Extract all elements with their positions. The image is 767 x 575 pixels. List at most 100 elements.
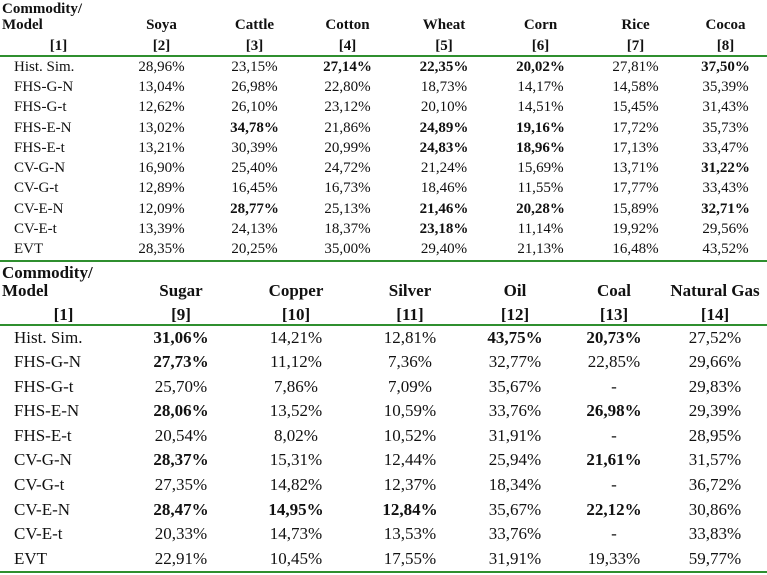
cell: 13,39% [138, 220, 185, 237]
table-2: Commodity/ Model Sugar Copper Silver Oil Coal… [0, 262, 767, 573]
header-row: Commodity/ Model Soya Cattle Cotton Wheat Cor… [0, 0, 767, 34]
row-label: CV-E-N [14, 499, 71, 519]
header-row: Commodity/ Model Sugar Copper Silver Oil Coal… [0, 262, 767, 300]
cell: 30,39% [231, 139, 278, 156]
cell: 23,12% [324, 99, 371, 116]
cell-text: 26,98% [586, 401, 642, 421]
column-header: Cocoa [705, 16, 746, 33]
cell: - [611, 474, 617, 494]
cell: 13,52% [269, 401, 323, 421]
cell: 25,70% [154, 376, 208, 396]
cell: 7,86% [274, 376, 318, 396]
cell: 7,36% [388, 352, 432, 372]
cell: 12,84% [355, 497, 465, 522]
cell-text: 20,73% [586, 327, 642, 347]
column-header: Soya [146, 16, 177, 33]
column-header: Wheat [422, 16, 466, 33]
cell: 17,55% [355, 546, 465, 573]
column-header: Rice [621, 16, 650, 33]
data-row: CV-G-t 27,35% 14,82% 12,37% 18,34% - 36,72% [0, 473, 767, 498]
cell: 20,99% [324, 139, 371, 156]
column-number: [4] [301, 33, 394, 58]
cell: 27,35% [154, 474, 208, 494]
cell: 20,54% [154, 425, 208, 445]
cell: 13,02% [138, 119, 185, 136]
column-number-row: [1] [9] [10] [11] [12] [13] [14] [0, 300, 767, 326]
cell: 16,48% [587, 239, 684, 263]
cell: 33,83% [688, 524, 742, 544]
cell: 17,77% [612, 180, 659, 197]
cell: 12,62% [138, 99, 185, 116]
data-row: FHS-G-N 27,73% 11,12% 7,36% 32,77% 22,85% 29,6… [0, 350, 767, 375]
cell: 27,73% [125, 350, 237, 375]
cell: 16,45% [231, 180, 278, 197]
cell: 19,33% [565, 546, 663, 573]
cell: 31,22% [684, 159, 767, 179]
data-row: FHS-G-t 12,62% 26,10% 23,12% 20,10% 14,51% 15,… [0, 98, 767, 118]
column-number: [9] [125, 300, 237, 326]
cell: 32,71% [684, 199, 767, 219]
cell: 31,91% [488, 425, 542, 445]
column-number: [5] [394, 33, 494, 58]
cell: 12,37% [383, 474, 437, 494]
row-label: FHS-E-N [14, 119, 72, 136]
cell-text: 12,84% [382, 499, 438, 519]
cell-text: 22,12% [586, 499, 642, 519]
cell-text: 31,22% [701, 160, 750, 177]
cell: 28,96% [138, 58, 185, 75]
cell: 20,73% [565, 325, 663, 351]
column-number: [8] [684, 33, 767, 58]
column-number: [6] [494, 33, 587, 58]
cell: 18,73% [420, 79, 468, 96]
cell: 26,98% [231, 79, 278, 96]
cell: 23,15% [231, 58, 278, 75]
column-header: Coal [597, 281, 631, 301]
cell: 43,75% [465, 325, 565, 351]
cell: 16,73% [324, 180, 371, 197]
cell: 43,52% [684, 239, 767, 263]
cell-text: 27,14% [323, 58, 372, 75]
data-row: FHS-G-N 13,04% 26,98% 22,80% 18,73% 14,17% 14,… [0, 77, 767, 97]
column-number: [7] [587, 33, 684, 58]
cell: 29,39% [688, 401, 742, 421]
column-header: Cattle [234, 16, 275, 33]
column-number: [3] [208, 33, 301, 58]
column-number: [13] [565, 300, 663, 326]
cell: 27,52% [688, 327, 742, 347]
row-label: EVT [0, 546, 125, 573]
row-label: FHS-E-t [14, 139, 65, 156]
cell: 22,12% [565, 497, 663, 522]
cell-text: 27,73% [153, 352, 209, 372]
table-1: Commodity/ Model Soya Cattle Cotton Wheat Cor… [0, 0, 767, 263]
data-row: CV-E-t 20,33% 14,73% 13,53% 33,76% - 33,83% [0, 522, 767, 547]
cell: 16,90% [138, 160, 185, 177]
cell: 28,77% [208, 199, 301, 219]
data-row: Hist. Sim. 28,96% 23,15% 27,14% 22,35% 20,02%… [0, 56, 767, 77]
cell: 8,02% [274, 425, 318, 445]
column-number: [1] [0, 33, 115, 58]
cell: 34,78% [208, 118, 301, 138]
cell: 22,85% [587, 352, 641, 372]
data-row: CV-E-N 12,09% 28,77% 25,13% 21,46% 20,28% 15,8… [0, 199, 767, 219]
data-row: FHS-E-t 13,21% 30,39% 20,99% 24,83% 18,96% 17,… [0, 138, 767, 158]
cell: 20,25% [208, 239, 301, 263]
cell-text: 28,06% [153, 401, 209, 421]
cell-text: 43,75% [487, 327, 543, 347]
cell: 26,10% [231, 99, 278, 116]
cell: 14,17% [517, 79, 564, 96]
data-row: EVT 22,91% 10,45% 17,55% 31,91% 19,33% 59,77% [0, 546, 767, 573]
column-number: [2] [115, 33, 208, 58]
column-header: Oil [503, 281, 527, 301]
row-label: FHS-G-t [14, 376, 74, 396]
cell-text: 32,71% [701, 200, 750, 217]
cell: 14,95% [237, 497, 355, 522]
cell: 14,73% [269, 524, 323, 544]
cell: 59,77% [663, 546, 767, 573]
cell: 12,09% [138, 200, 185, 217]
row-label: FHS-G-N [14, 79, 74, 96]
column-number: [1] [0, 300, 125, 326]
row-label: Hist. Sim. [14, 327, 83, 347]
data-row: Hist. Sim. 31,06% 14,21% 12,81% 43,75% 20,73%… [0, 325, 767, 351]
cell: 22,91% [125, 546, 237, 573]
